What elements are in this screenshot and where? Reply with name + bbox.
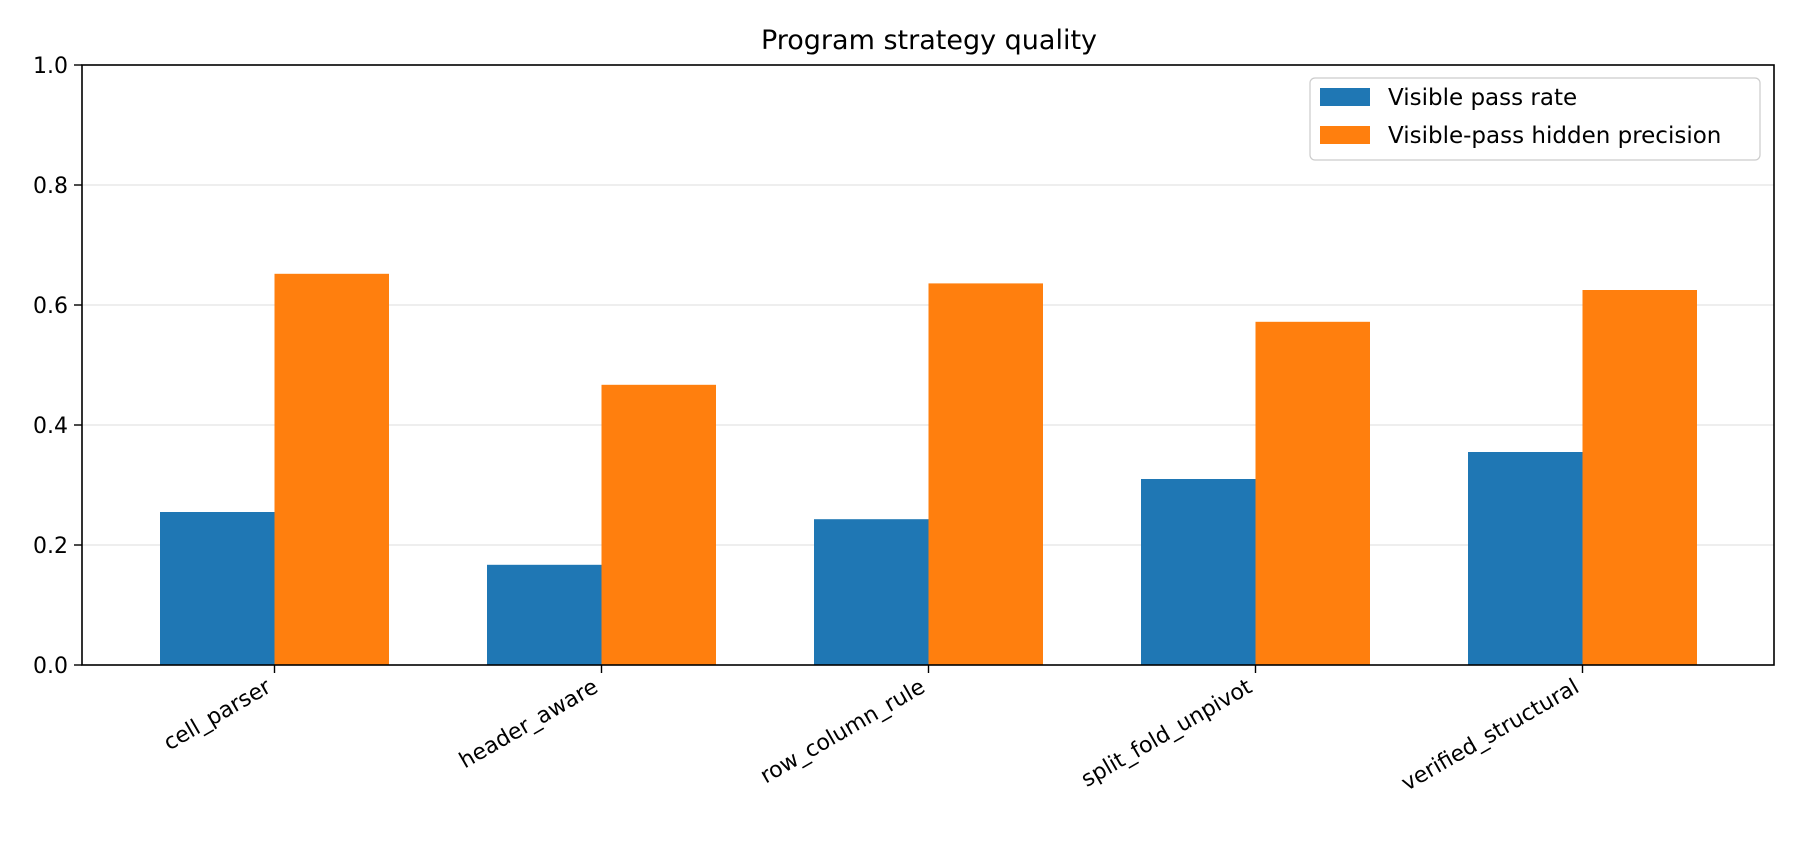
x-tick-label: cell_parser bbox=[160, 674, 277, 756]
legend-swatch bbox=[1320, 126, 1370, 144]
y-tick-label: 0.4 bbox=[33, 414, 68, 439]
legend-box bbox=[1309, 77, 1761, 161]
legend-swatch bbox=[1320, 88, 1370, 106]
x-tick-label: row_column_rule bbox=[756, 675, 929, 789]
bar-hidden-precision bbox=[274, 273, 389, 665]
bar-hidden-precision bbox=[601, 384, 716, 665]
chart-title: Program strategy quality bbox=[761, 25, 1097, 56]
bar-visible-pass-rate bbox=[160, 512, 275, 665]
bar-visible-pass-rate bbox=[1141, 479, 1256, 665]
legend-label: Visible-pass hidden precision bbox=[1388, 123, 1721, 149]
legend: Visible pass rate Visible-pass hidden pre… bbox=[1309, 77, 1761, 161]
x-tick-label: verified_structural bbox=[1397, 675, 1583, 797]
bar-hidden-precision bbox=[1582, 290, 1697, 665]
bar-hidden-precision bbox=[928, 283, 1043, 665]
bar-visible-pass-rate bbox=[1468, 452, 1583, 665]
y-tick-label: 1.0 bbox=[33, 54, 68, 79]
bar-hidden-precision bbox=[1255, 321, 1370, 665]
bar-visible-pass-rate bbox=[487, 564, 602, 665]
bar-visible-pass-rate bbox=[814, 519, 929, 665]
legend-label: Visible pass rate bbox=[1388, 85, 1577, 111]
bars bbox=[160, 273, 1697, 665]
y-tick-label: 0.6 bbox=[33, 294, 68, 319]
x-tick-label: header_aware bbox=[455, 675, 602, 774]
x-tick-label: split_fold_unpivot bbox=[1077, 674, 1257, 792]
y-tick-label: 0.0 bbox=[33, 654, 68, 679]
y-tick-label: 0.8 bbox=[33, 174, 68, 199]
y-tick-label: 0.2 bbox=[33, 534, 68, 559]
x-axis: cell_parser header_aware row_column_rule sp… bbox=[160, 665, 1584, 796]
y-axis: 0.0 0.2 0.4 0.6 0.8 1.0 bbox=[33, 54, 82, 679]
